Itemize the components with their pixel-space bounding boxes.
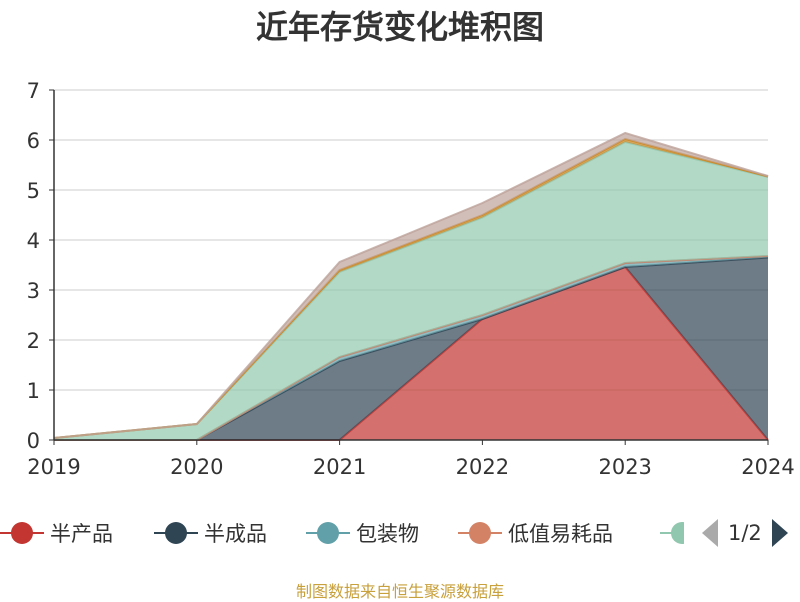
legend-label: 包装物: [356, 522, 419, 546]
chart-title: 近年存货变化堆积图: [255, 8, 544, 46]
y-tick-label: 3: [27, 279, 40, 303]
legend-item[interactable]: 低值易耗品: [458, 514, 613, 552]
legend-label: 低值易耗品: [508, 522, 613, 546]
legend-marker-icon: [154, 518, 198, 548]
legend-marker-icon: [306, 518, 350, 548]
y-tick-label: 4: [27, 229, 40, 253]
y-tick-label: 1: [27, 379, 40, 403]
y-tick-label: 5: [27, 179, 40, 203]
series-line: [53, 131, 769, 439]
legend: 半产品 半成品 包装物 低值易耗品 1/2: [0, 514, 800, 552]
series-area: [54, 257, 768, 440]
legend-item[interactable]: 半成品: [154, 514, 267, 552]
x-tick-label: 2021: [313, 455, 366, 479]
legend-item-partial[interactable]: [660, 514, 684, 552]
x-tick-label: 2022: [456, 455, 509, 479]
pager-text: 1/2: [728, 521, 762, 545]
x-tick-label: 2024: [741, 455, 794, 479]
stacked-areas: [53, 131, 769, 441]
legend-item[interactable]: 半产品: [0, 514, 113, 552]
axes: 0 1 2 3 4 5 6 7 2019 2020 2021 2022 2023 2024: [27, 79, 795, 479]
series-area: [54, 142, 768, 440]
legend-label: 半成品: [204, 522, 267, 546]
x-tick-label: 2023: [598, 455, 651, 479]
legend-marker-icon: [660, 518, 684, 548]
pager-prev-icon[interactable]: [702, 519, 718, 547]
legend-label: 半产品: [50, 522, 113, 546]
y-tick-label: 2: [27, 329, 40, 353]
x-tick-label: 2019: [27, 455, 80, 479]
y-tick-label: 7: [27, 79, 40, 103]
series-area: [54, 267, 768, 440]
legend-item[interactable]: 包装物: [306, 514, 419, 552]
y-tick-label: 0: [27, 429, 40, 453]
pager-next-icon[interactable]: [771, 519, 788, 547]
legend-marker-icon: [458, 518, 502, 548]
x-tick-label: 2020: [170, 455, 223, 479]
legend-pager: 1/2: [702, 514, 788, 552]
y-tick-label: 6: [27, 129, 40, 153]
source-note: 制图数据来自恒生聚源数据库: [295, 582, 504, 601]
legend-marker-icon: [0, 518, 44, 548]
